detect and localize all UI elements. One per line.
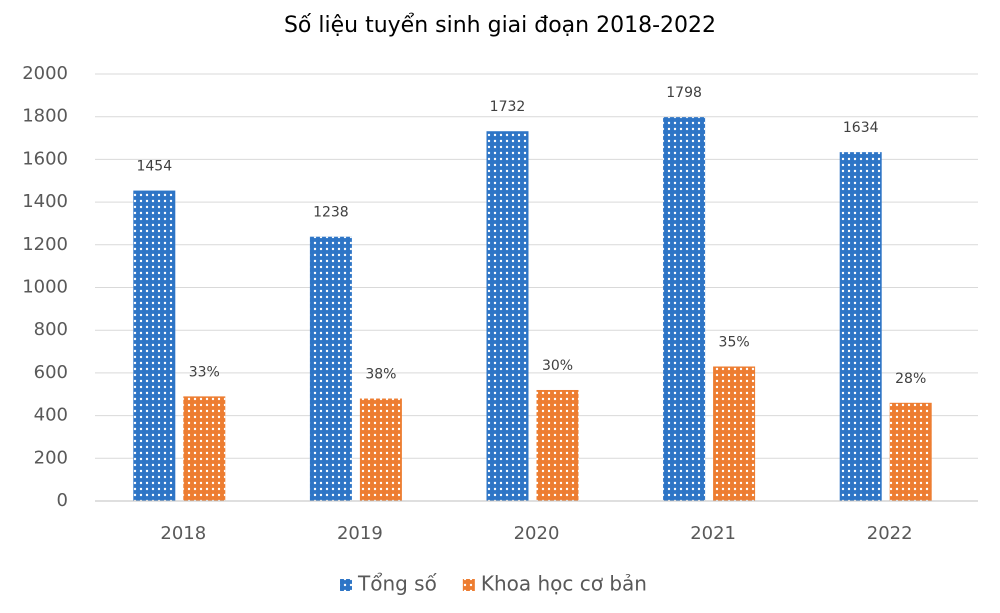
y-tick-label: 200 <box>34 447 68 468</box>
data-label: 1238 <box>313 205 349 221</box>
x-tick-label: 2021 <box>690 523 736 544</box>
data-label: 30% <box>542 358 573 374</box>
bar <box>486 131 529 501</box>
bar <box>663 117 706 501</box>
data-label: 1454 <box>136 159 172 175</box>
data-label: 38% <box>365 367 396 383</box>
data-label: 28% <box>895 371 926 387</box>
bar <box>359 398 402 501</box>
y-tick-label: 0 <box>57 490 68 511</box>
x-tick-label: 2018 <box>160 523 206 544</box>
y-tick-label: 2000 <box>22 63 68 84</box>
data-label: 1732 <box>490 99 526 115</box>
y-tick-label: 1400 <box>22 191 68 212</box>
y-tick-label: 600 <box>34 362 68 383</box>
y-tick-label: 1000 <box>22 277 68 298</box>
data-label: 33% <box>189 364 220 380</box>
y-tick-label: 800 <box>34 319 68 340</box>
data-label: 1798 <box>666 85 702 101</box>
y-tick-label: 1800 <box>22 106 68 127</box>
y-tick-label: 1600 <box>22 148 68 169</box>
bar <box>889 402 932 501</box>
x-tick-label: 2020 <box>514 523 560 544</box>
data-label: 35% <box>719 334 750 350</box>
bar <box>713 366 756 501</box>
y-tick-label: 400 <box>34 405 68 426</box>
legend-swatch <box>340 579 352 591</box>
y-tick-label: 1200 <box>22 234 68 255</box>
data-label: 1634 <box>843 120 879 136</box>
bar <box>133 190 176 502</box>
chart-title: Số liệu tuyển sinh giai đoạn 2018-2022 <box>284 13 716 38</box>
legend-label: Tổng số <box>357 572 438 596</box>
bar <box>183 396 226 501</box>
bar <box>309 236 352 501</box>
bar <box>536 389 579 501</box>
x-tick-label: 2022 <box>867 523 913 544</box>
bar <box>839 152 882 502</box>
legend-label: Khoa học cơ bản <box>481 572 647 596</box>
x-tick-label: 2019 <box>337 523 383 544</box>
legend-swatch <box>462 579 475 591</box>
